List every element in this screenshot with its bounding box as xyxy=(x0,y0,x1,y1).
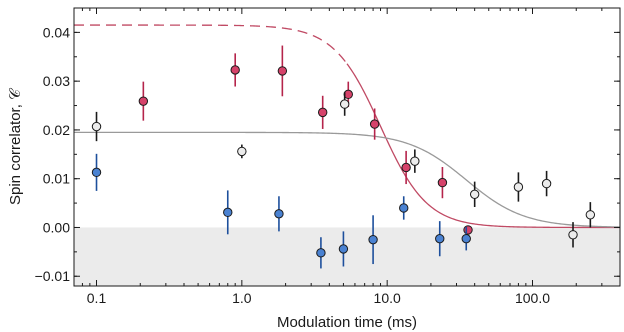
data-point xyxy=(274,209,284,219)
y-tick-label: 0.04 xyxy=(43,24,70,40)
shaded-negative-region xyxy=(74,227,620,286)
data-point xyxy=(410,156,420,166)
data-point xyxy=(277,66,288,76)
y-tick-label: 0.00 xyxy=(43,219,70,235)
data-point xyxy=(461,233,471,244)
data-point xyxy=(585,210,596,220)
data-point xyxy=(437,177,448,188)
y-axis-label: Spin correlator, 𝒞 xyxy=(7,87,24,205)
y-tick-label: 0.03 xyxy=(43,73,70,89)
data-point xyxy=(316,248,326,258)
data-point xyxy=(317,107,328,118)
fit-curve-1 xyxy=(74,131,621,228)
data-point xyxy=(513,182,524,192)
fit-curve-0-dashed xyxy=(74,24,348,65)
data-points xyxy=(91,45,596,269)
x-tick-label: 1.0 xyxy=(232,290,252,306)
y-tick-label: −0.01 xyxy=(35,268,71,284)
axis-ticks: −0.01 0.00 0.01 0.02 0.03 0.04 0.1 1.0 10.0 100.0 xyxy=(35,8,620,306)
data-point xyxy=(338,244,349,254)
data-point xyxy=(230,65,240,75)
plot-frame xyxy=(73,7,621,287)
data-point xyxy=(469,189,480,200)
data-point xyxy=(339,99,350,109)
data-point xyxy=(399,203,409,213)
data-point xyxy=(91,121,102,132)
fit-curves xyxy=(74,24,621,229)
data-point xyxy=(463,225,473,235)
data-point xyxy=(237,146,247,157)
x-tick-label: 0.1 xyxy=(87,290,107,306)
data-point xyxy=(223,207,233,218)
data-point xyxy=(401,162,411,173)
data-point xyxy=(369,119,380,129)
x-tick-label: 100.0 xyxy=(515,290,550,306)
data-point xyxy=(368,234,378,245)
data-point xyxy=(435,233,445,244)
y-tick-label: 0.02 xyxy=(43,122,70,138)
data-point xyxy=(138,96,149,106)
y-tick-label: 0.01 xyxy=(43,171,70,187)
fit-curve-0 xyxy=(346,63,620,229)
x-axis-label: Modulation time (ms) xyxy=(277,314,417,331)
x-tick-label: 10.0 xyxy=(374,290,401,306)
data-point xyxy=(541,178,552,189)
data-point xyxy=(91,167,102,178)
data-point xyxy=(568,230,578,240)
